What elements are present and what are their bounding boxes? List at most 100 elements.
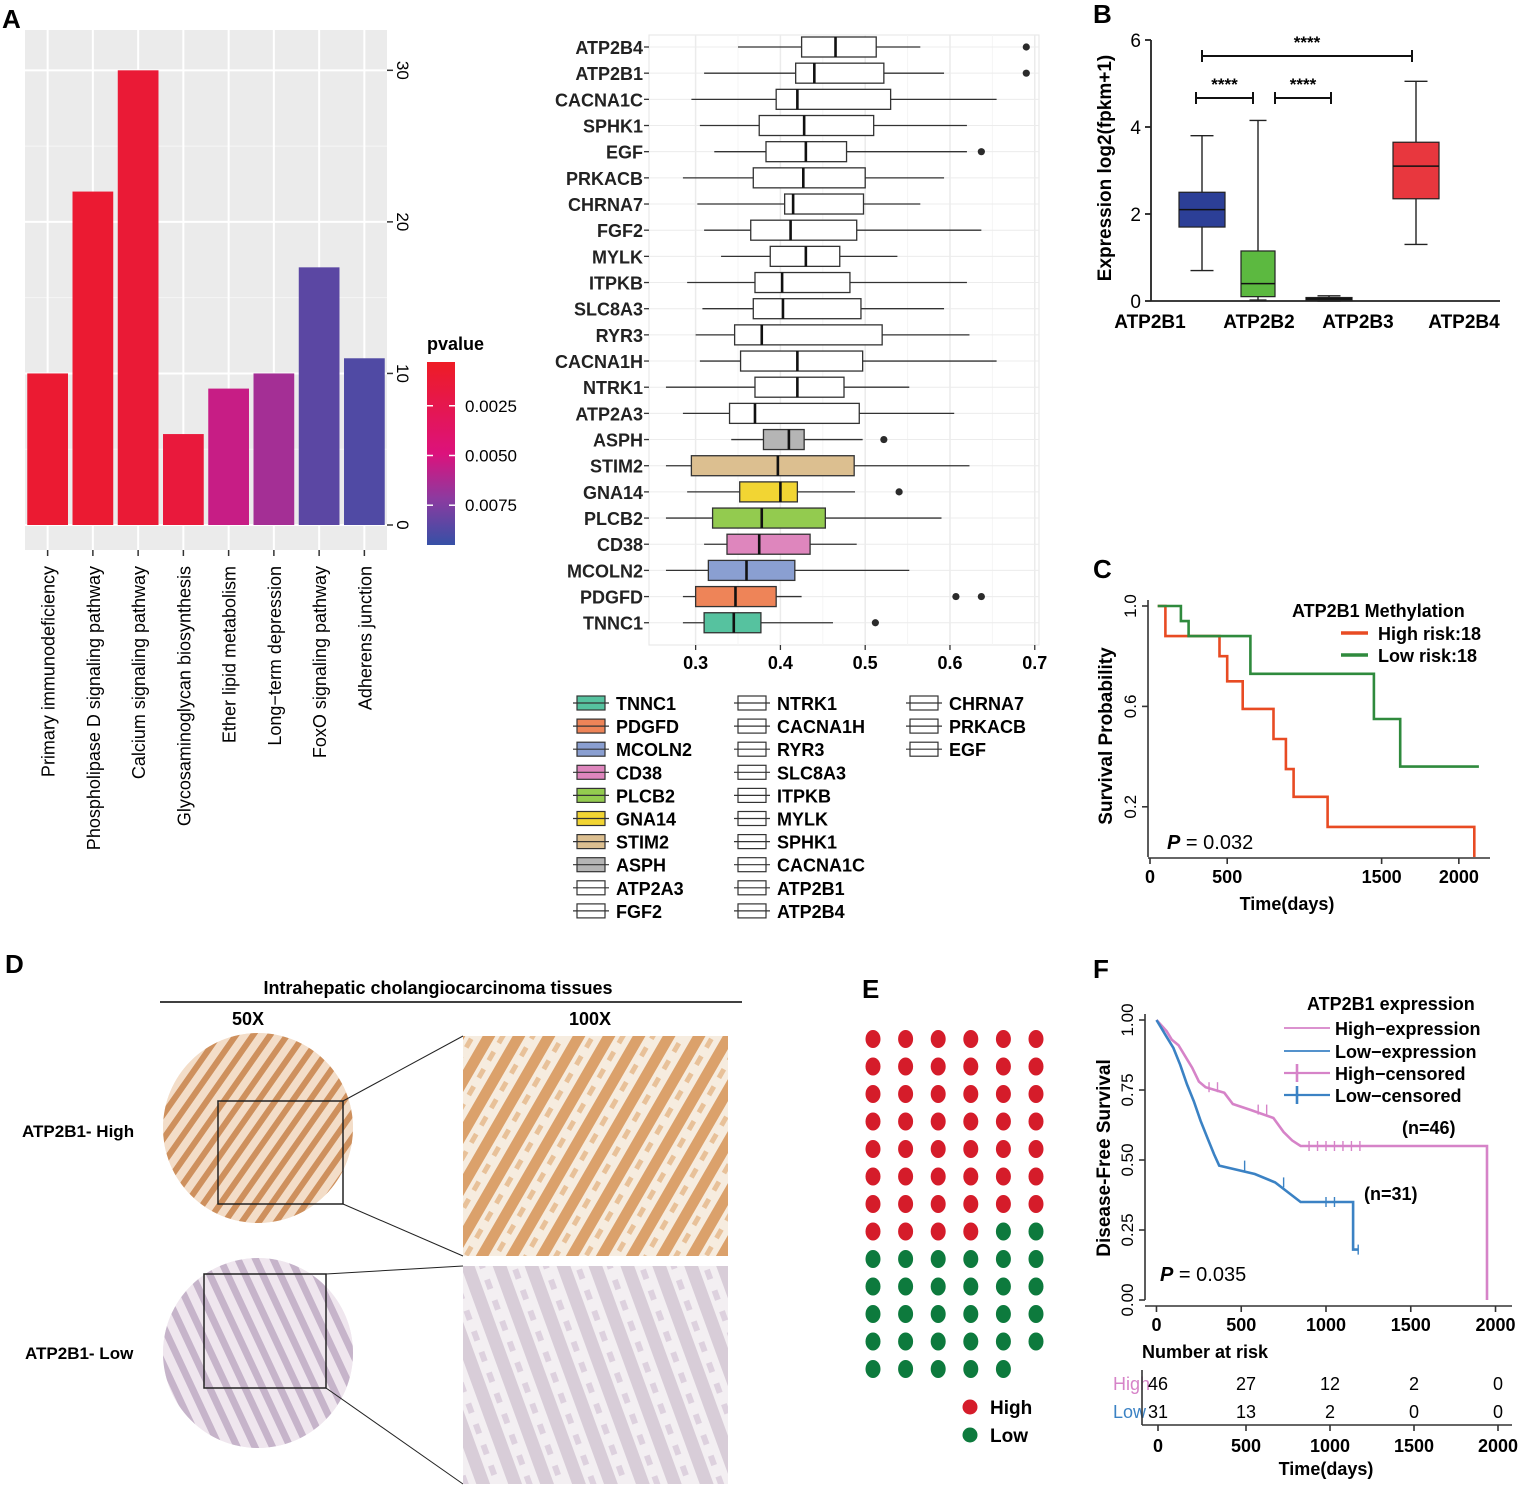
patient-dot-high <box>930 1112 946 1131</box>
dfs-legend: High−expression Low−expressionHigh−censor… <box>1284 1019 1481 1106</box>
gene-label: PLCB2 <box>584 509 643 529</box>
boxplot-box <box>739 350 864 372</box>
patient-dot-high <box>898 1030 914 1048</box>
boxplot-x-tick-label: 0.6 <box>937 653 962 673</box>
patient-dot-low <box>1028 1305 1044 1323</box>
gene-label: NTRK1 <box>583 378 643 398</box>
patient-dot-low <box>963 1360 979 1378</box>
patient-dot-high <box>1028 1057 1044 1076</box>
patient-dot-high <box>865 1030 881 1048</box>
expression-category-label: ATP2B3 <box>1322 312 1393 333</box>
pathway-category-label: Glycosaminoglycan biosynthesis <box>174 566 194 826</box>
expression-category-label: ATP2B2 <box>1223 312 1294 333</box>
gene-label: CHRNA7 <box>568 195 643 215</box>
dot-legend-swatch <box>962 1399 978 1415</box>
patient-dot-legend: High Low <box>962 1398 1032 1447</box>
methylation-pvalue-value: = 0.032 <box>1180 832 1253 854</box>
patient-dot-high <box>963 1140 979 1158</box>
patient-dot-low <box>995 1305 1011 1323</box>
risk-table-count: 12 <box>1320 1374 1340 1394</box>
patient-dot-high <box>963 1167 979 1186</box>
risk-table-row-label: Low <box>1113 1402 1147 1422</box>
gene-label: RYR3 <box>596 326 643 346</box>
patient-dot-high <box>995 1030 1011 1048</box>
risk-table-count: 2 <box>1409 1374 1419 1394</box>
patient-dot-high <box>963 1085 979 1103</box>
boxplot-outlier <box>880 435 888 444</box>
patient-dot-high <box>865 1140 881 1158</box>
panel-label-f: F <box>1093 954 1109 984</box>
gene-label: TNNC1 <box>583 614 643 634</box>
km-y-tick-label: 0.6 <box>1121 695 1140 719</box>
micrograph-high-100x <box>463 1036 728 1256</box>
km-y-tick-label: 0.50 <box>1118 1143 1137 1176</box>
pathway-category-label: Calcium signaling pathway <box>129 566 149 779</box>
boxplot-outlier <box>977 148 985 156</box>
gene-label: SPHK1 <box>583 117 643 137</box>
gene-label: GNA14 <box>583 483 643 503</box>
patient-dot-low <box>963 1332 979 1351</box>
boxplot-box <box>795 62 885 84</box>
panel-label-d: D <box>5 949 24 979</box>
gene-label: MCOLN2 <box>567 561 643 581</box>
methylation-survival-curves <box>1157 604 1479 857</box>
patient-dot-low <box>995 1332 1011 1351</box>
patient-dot-low <box>1028 1222 1044 1241</box>
dfs-legend-label: Low−expression <box>1335 1042 1477 1062</box>
gene-label: EGF <box>606 143 643 163</box>
legend-gene-label: ASPH <box>616 856 666 876</box>
expression-boxes <box>1178 80 1440 302</box>
km-survival-curve <box>1155 1019 1489 1300</box>
count-axis-tick-label: 20 <box>393 212 412 231</box>
patient-dot-high <box>898 1112 914 1131</box>
km-x-tick-label: 0 <box>1151 1315 1161 1335</box>
boxplot-box <box>726 533 811 555</box>
patient-dot-low <box>898 1360 914 1378</box>
bar-category-labels: Primary immunodeficiency Phospholipase D … <box>39 550 375 850</box>
pvalue-legend-tick-label: 0.0075 <box>465 496 517 515</box>
patient-dot-low <box>963 1305 979 1323</box>
patient-dot-high <box>930 1195 946 1213</box>
expression-y-tick-label: 2 <box>1130 205 1141 226</box>
pvalue-legend-title: pvalue <box>427 334 484 354</box>
methylation-legend-title: ATP2B1 Methylation <box>1292 601 1465 621</box>
pathway-bar-chart: 0 10 20 30 Primary immunodeficiency Phosphol… <box>25 30 517 850</box>
legend-gene-label: NTRK1 <box>777 694 837 714</box>
legend-gene-label: CD38 <box>616 763 662 783</box>
histology-row-high: ATP2B1- High <box>22 1122 134 1141</box>
tissue-core-high-stain <box>163 1033 353 1223</box>
patient-dot-high <box>995 1085 1011 1103</box>
pvalue-legend-ticks: 0.0025 0.0050 0.0075 <box>427 397 517 515</box>
pathway-category-label: Primary immunodeficiency <box>39 566 59 777</box>
patient-dot-high <box>865 1222 881 1241</box>
legend-gene-label: ITPKB <box>777 786 831 806</box>
patient-dot-high <box>963 1195 979 1213</box>
km-y-tick-label: 0.00 <box>1118 1283 1137 1316</box>
pvalue-colorbar <box>427 362 455 545</box>
km-y-tick-label: 0.25 <box>1118 1213 1137 1246</box>
patient-dot-high <box>1028 1112 1044 1131</box>
patient-dot-low <box>1028 1332 1044 1351</box>
histology-col-50x: 50X <box>232 1009 264 1029</box>
patient-dot-low <box>995 1222 1011 1241</box>
patient-dot-low <box>865 1277 881 1296</box>
dfs-survival-plot: 0.000.250.500.751.000 500 1000 1500 2000 ATP… <box>1094 994 1518 1479</box>
patient-dot-high <box>930 1030 946 1048</box>
legend-gene-label: EGF <box>949 740 986 760</box>
patient-dot-high <box>930 1222 946 1241</box>
km-x-tick-label: 1500 <box>1362 867 1402 887</box>
patient-dot-low <box>865 1250 881 1268</box>
boxplot-x-tick-label: 0.4 <box>768 653 793 673</box>
patient-dot-low <box>898 1305 914 1323</box>
gene-label: CACNA1C <box>555 90 643 110</box>
pathway-bar <box>72 191 114 525</box>
legend-gene-label: MYLK <box>777 810 828 830</box>
km-y-tick-label: 0.2 <box>1121 795 1140 819</box>
boxplot-boxes <box>665 36 1030 634</box>
patient-dot-high <box>1028 1195 1044 1213</box>
patient-dot-high <box>963 1030 979 1048</box>
patient-dot-high <box>898 1167 914 1186</box>
expression-y-label: Expression log2(fpkm+1) <box>1095 55 1116 281</box>
significance-label: **** <box>1211 75 1238 94</box>
